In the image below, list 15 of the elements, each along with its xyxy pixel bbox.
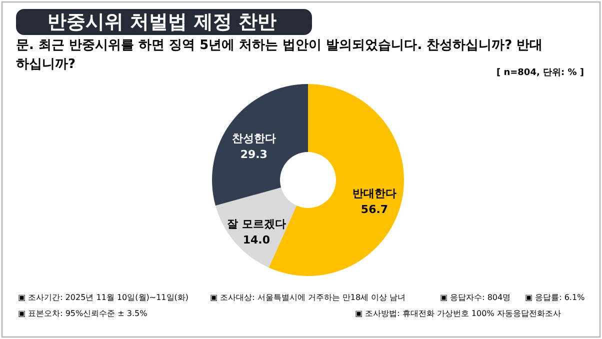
text: ▣ 조사기간: 2025년 11월 10일(월)~11일(화) <box>18 293 189 302</box>
donut-slice <box>212 84 308 206</box>
text: [ n=804, 단위: % ] <box>496 68 584 78</box>
text: ▣ 응답자수: 804명 <box>440 293 511 302</box>
slice-label: 잘 모르겠다 <box>227 217 286 230</box>
data-label: 56.7 <box>360 203 388 216</box>
data-label: 14.0 <box>242 233 270 246</box>
text: ▣ 표본오차: 95%신뢰수준 ± 3.5% <box>18 309 148 318</box>
data-label: 29.3 <box>240 148 268 161</box>
text: ▣ 응답률: 6.1% <box>525 293 586 302</box>
chart-title: 반중시위 처벌법 제정 찬반 <box>48 11 276 33</box>
text: ▣ 조사대상: 서울특별시에 거주하는 만18세 이상 남녀 <box>210 293 406 302</box>
slice-label: 반대한다 <box>352 187 396 200</box>
slice-label: 찬성한다 <box>232 132 276 145</box>
text: ▣ 조사방법: 휴대전화 가상번호 100% 자동응답전화조사 <box>355 309 561 318</box>
